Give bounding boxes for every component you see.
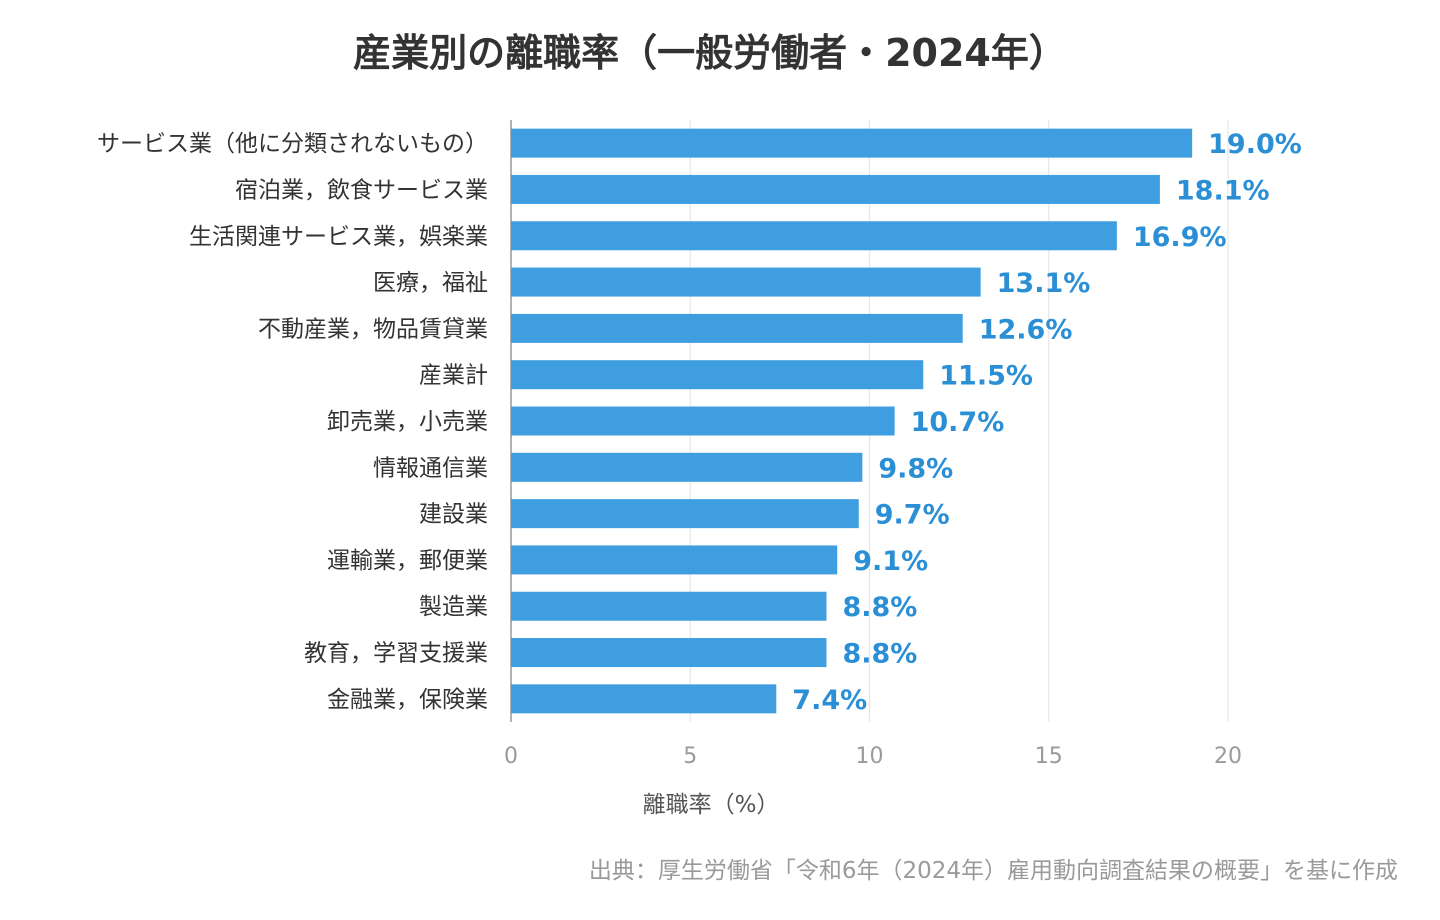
data-label: 8.8%	[842, 592, 917, 623]
category-label: 情報通信業	[373, 455, 488, 481]
bar	[511, 221, 1117, 251]
category-labels: サービス業（他に分類されないもの） 宿泊業，飲食サービス業生活関連サービス業，娯楽…	[97, 131, 488, 713]
data-label: 16.9%	[1133, 222, 1227, 253]
x-tick-label: 0	[504, 744, 518, 769]
category-label: 生活関連サービス業，娯楽業	[189, 224, 488, 250]
source-note: 出典：厚生労働省「令和6年（2024年）雇用動向調査結果の概要」を基に作成	[589, 858, 1398, 884]
bar	[511, 591, 827, 621]
bar	[511, 313, 963, 343]
category-label: 製造業	[419, 594, 488, 620]
bar	[511, 638, 827, 668]
x-tick-label: 5	[683, 744, 697, 769]
data-label: 10.7%	[911, 407, 1005, 438]
bar	[511, 128, 1193, 158]
data-label: 13.1%	[997, 268, 1091, 299]
data-label: 9.7%	[875, 500, 950, 531]
category-label: 建設業	[419, 502, 488, 528]
value-labels: 19.0% 18.1% 16.9% 13.1% 12.6% 11.5% 10.7% 9.8% 9…	[792, 129, 1302, 716]
bar	[511, 684, 777, 714]
bar	[511, 406, 895, 436]
data-label: 18.1%	[1176, 175, 1270, 206]
category-label: 不動産業，物品賃貸業	[258, 316, 488, 342]
data-label: 9.8%	[878, 453, 953, 484]
category-label: 医療，福祉	[373, 270, 488, 296]
data-label: 8.8%	[842, 639, 917, 670]
data-label: 12.6%	[979, 314, 1073, 345]
category-label: 宿泊業，飲食サービス業	[235, 177, 488, 203]
bar	[511, 267, 981, 297]
bar	[511, 545, 838, 575]
category-label: 金融業，保険業	[327, 687, 488, 713]
bar	[511, 360, 924, 390]
bars	[511, 128, 1193, 714]
x-axis-label: 離職率（%）	[643, 792, 780, 818]
data-label: 11.5%	[939, 361, 1033, 392]
bar	[511, 452, 863, 482]
category-label: 産業計	[419, 363, 488, 389]
data-label: 9.1%	[853, 546, 928, 577]
x-tick-labels: 0 5 10 15 20	[504, 744, 1242, 769]
category-label: サービス業（他に分類されないもの）	[97, 131, 488, 157]
data-label: 19.0%	[1208, 129, 1302, 160]
category-label: 運輸業，郵便業	[327, 548, 488, 574]
chart-title: 産業別の離職率（一般労働者・2024年）	[353, 31, 1067, 75]
x-tick-label: 15	[1035, 744, 1063, 769]
x-tick-label: 20	[1214, 744, 1242, 769]
x-tick-label: 10	[856, 744, 884, 769]
data-label: 7.4%	[792, 685, 867, 716]
bar	[511, 499, 859, 529]
bar	[511, 174, 1160, 204]
category-label: 教育，学習支援業	[304, 641, 488, 667]
category-label: 卸売業，小売業	[327, 409, 488, 435]
